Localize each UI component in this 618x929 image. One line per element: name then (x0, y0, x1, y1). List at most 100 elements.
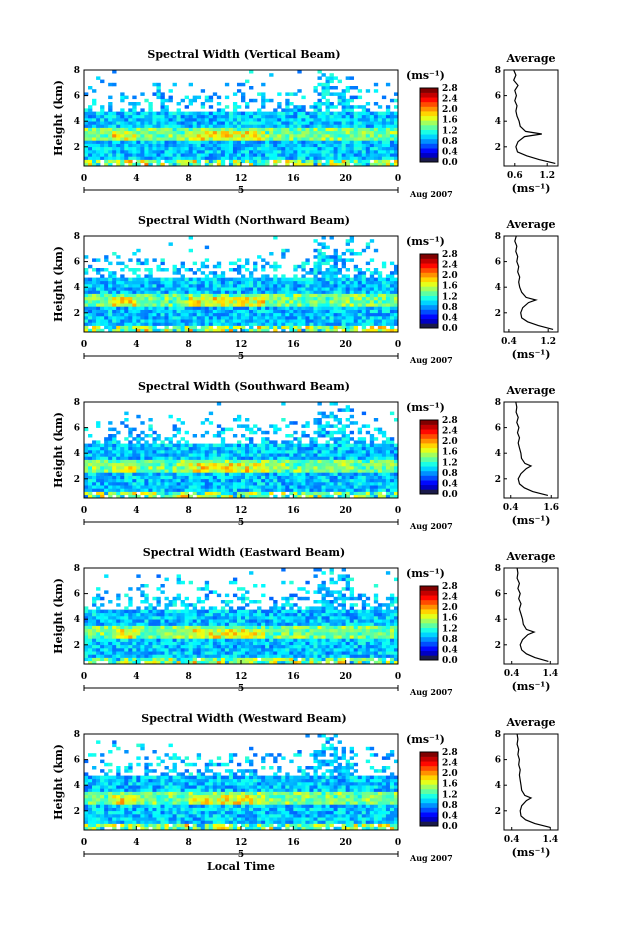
heatmap-cell (313, 312, 318, 317)
heatmap-cell (220, 478, 226, 483)
average-x-tick-label: 0.4 (503, 503, 519, 513)
heatmap-cell (204, 124, 210, 128)
heatmap-cell (216, 124, 222, 128)
heatmap-cell (164, 153, 169, 157)
heatmap-cell (357, 456, 363, 460)
heatmap-cell (188, 284, 193, 288)
heatmap-cell (285, 140, 290, 144)
heatmap-cell (236, 268, 242, 272)
heatmap-cell (253, 475, 258, 480)
heatmap-cell (128, 478, 133, 483)
heatmap-cell (281, 402, 286, 406)
panel-1: Spectral Width (Vertical Beam)Height (km… (52, 48, 559, 199)
heatmap-cell (132, 309, 137, 314)
heatmap-cell (269, 469, 274, 473)
heatmap-cell (236, 143, 242, 148)
heatmap-cell (116, 654, 121, 658)
date-label: Aug 2007 (409, 521, 453, 531)
heatmap-cell (269, 459, 274, 464)
heatmap-cell (245, 418, 250, 422)
heatmap-cell (249, 485, 254, 489)
heatmap-cell (321, 118, 326, 122)
heatmap-cell (293, 453, 298, 457)
heatmap-cell (108, 427, 113, 432)
heatmap-cell (369, 284, 375, 288)
heatmap-cell (281, 328, 286, 333)
heatmap-cell (144, 491, 149, 496)
x-tick-label: 16 (287, 340, 300, 350)
heatmap-cell (249, 118, 254, 122)
heatmap-cell (192, 322, 198, 326)
heatmap-cell (228, 114, 234, 119)
heatmap-cell (228, 450, 234, 454)
heatmap-cell (333, 86, 338, 90)
heatmap-cell (321, 443, 326, 448)
heatmap-cell (224, 462, 230, 467)
heatmap-cell (172, 319, 177, 323)
heatmap-cell (236, 134, 242, 138)
heatmap-cell (124, 312, 129, 317)
heatmap-cell (100, 134, 105, 138)
heatmap-cell (216, 140, 222, 144)
heatmap-cell (241, 98, 246, 103)
heatmap-cell (92, 146, 97, 151)
heatmap-cell (325, 86, 330, 90)
heatmap-cell (136, 485, 141, 489)
heatmap-cell (136, 316, 141, 320)
heatmap-cell (136, 111, 141, 116)
heatmap-cell (325, 434, 330, 438)
heatmap-cell (184, 118, 189, 122)
heatmap-cell (309, 306, 314, 310)
heatmap-cell (337, 430, 342, 435)
heatmap-cell (156, 466, 161, 470)
heatmap-cell (196, 303, 202, 307)
heatmap-cell (369, 287, 375, 291)
heatmap-cell (241, 124, 246, 128)
heatmap-cell (349, 450, 355, 454)
heatmap-cell (301, 121, 306, 125)
heatmap-cell (228, 296, 234, 301)
heatmap-cell (373, 309, 379, 314)
heatmap-cell (204, 478, 210, 483)
heatmap-cell (108, 453, 113, 457)
heatmap-cell (345, 475, 350, 480)
heatmap-cell (377, 121, 383, 125)
heatmap-cell (337, 95, 342, 100)
heatmap-cell (160, 466, 165, 470)
heatmap-cell (297, 453, 302, 457)
heatmap-cell (132, 130, 137, 135)
heatmap-cell (277, 114, 282, 119)
heatmap-cell (301, 296, 306, 301)
heatmap-cell (345, 258, 350, 262)
heatmap-cell (232, 143, 238, 148)
heatmap-cell (200, 271, 206, 275)
heatmap-cell (108, 140, 113, 144)
heatmap-cell (301, 300, 306, 304)
heatmap-cell (333, 485, 338, 489)
heatmap-cell (285, 296, 290, 301)
heatmap-cell (369, 475, 375, 480)
heatmap-cell (369, 450, 375, 454)
heatmap-cell (152, 284, 157, 288)
heatmap-cell (84, 121, 89, 125)
heatmap-cell (112, 648, 117, 652)
heatmap-cell (224, 450, 230, 454)
heatmap-cell (128, 290, 133, 294)
heatmap-cell (132, 427, 137, 432)
heatmap-cell (152, 316, 157, 320)
heatmap-cell (325, 306, 330, 310)
heatmap-cell (116, 494, 121, 499)
heatmap-cell (180, 312, 185, 317)
heatmap-cell (112, 114, 117, 119)
heatmap-cell (289, 159, 294, 164)
heatmap-cell (212, 450, 218, 454)
heatmap-cell (301, 319, 306, 323)
heatmap-cell (313, 316, 318, 320)
heatmap-cell (132, 153, 137, 157)
heatmap-cell (245, 102, 250, 106)
heatmap-cell (325, 114, 330, 119)
heatmap-cell (317, 485, 322, 489)
heatmap-cell (273, 319, 278, 323)
heatmap-cell (104, 450, 109, 454)
heatmap-cell (92, 287, 97, 291)
